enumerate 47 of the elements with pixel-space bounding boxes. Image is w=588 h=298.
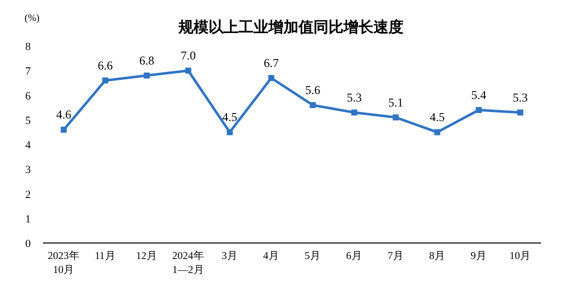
x-tick-label: 12月 (136, 250, 158, 262)
data-label: 4.5 (222, 110, 238, 124)
x-tick-label: 7月 (388, 250, 404, 262)
point (434, 129, 440, 136)
point (517, 109, 524, 116)
data-label: 4.6 (56, 108, 72, 122)
data-label: 5.3 (512, 90, 528, 104)
data-label: 4.5 (430, 110, 445, 124)
data-label: 5.6 (305, 83, 320, 98)
y-tick-label: 2 (25, 188, 31, 201)
data-label: 5.3 (346, 90, 362, 104)
data-label: 7.0 (180, 48, 196, 63)
y-tick-label: 1 (25, 213, 31, 226)
data-label: 5.1 (388, 95, 404, 110)
x-tick-label: 8月 (429, 250, 446, 262)
chart-title: 规模以上工业增加值同比增长速度 (178, 18, 404, 36)
y-tick-label: 7 (25, 66, 32, 78)
x-tick-label: 5月 (304, 250, 321, 262)
x-tick-label: 2024年 1—2月 (172, 250, 204, 276)
x-tick-label: 9月 (470, 250, 487, 262)
y-tick-label: 3 (25, 164, 32, 176)
data-label: 5.4 (471, 88, 486, 102)
data-label: 6.8 (139, 54, 154, 68)
point (476, 107, 482, 114)
y-axis-title: (%) (24, 13, 40, 24)
point (102, 77, 108, 84)
y-tick-label: 0 (25, 238, 32, 250)
data-label: 6.7 (264, 56, 279, 70)
x-tick-label: 11月 (94, 250, 116, 262)
data-label: 6.6 (98, 58, 113, 72)
y-tick-label: 6 (25, 90, 32, 102)
x-tick-label: 2023年 10月 (48, 250, 80, 276)
x-tick-label: 10月 (510, 250, 531, 262)
x-tick-label: 4月 (263, 250, 280, 262)
x-tick-label: 3月 (222, 250, 238, 262)
point (268, 75, 274, 82)
point (185, 68, 192, 74)
point (310, 102, 316, 108)
point (392, 114, 399, 120)
y-tick-label: 8 (25, 41, 32, 53)
y-tick-label: 5 (25, 114, 32, 127)
point (60, 126, 67, 133)
x-tick-label: 6月 (346, 250, 362, 262)
point (144, 72, 150, 79)
point (226, 129, 233, 136)
y-tick-label: 4 (25, 140, 32, 152)
point (351, 109, 358, 116)
